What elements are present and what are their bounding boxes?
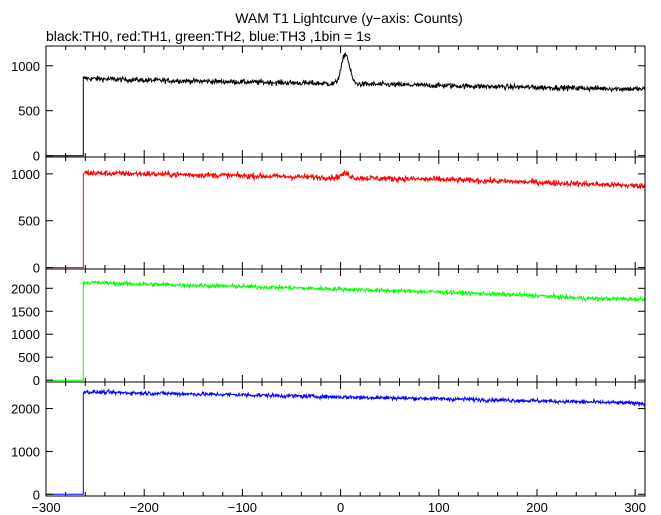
series-line-th3 [46,387,646,495]
y-tick-label: 500 [18,350,40,365]
y-tick-label: 0 [33,487,40,502]
chart-subtitle: black:TH0, red:TH1, green:TH2, blue:TH3 … [46,28,371,44]
y-tick-label: 2000 [11,281,40,296]
y-tick-label: 500 [18,214,40,229]
x-tick-label: −200 [130,500,159,515]
y-tick-label: 0 [33,149,40,164]
panel-frame [45,45,646,158]
x-tick-label: 0 [337,500,344,515]
panel-th2: 0 500 1000 1500 2000 [11,268,646,388]
series-line-th2 [46,280,646,381]
series-line-th0 [46,51,646,157]
x-tick-label: −300 [31,500,60,515]
x-tick-label: 100 [428,500,450,515]
x-axis-tick-labels: −300 −200 −100 0 100 200 300 [31,500,646,515]
y-tick-label: 1000 [11,327,40,342]
panel-th3: 0 1000 2000 [11,381,646,502]
y-tick-label: 500 [18,104,40,119]
panel-frame [45,268,646,383]
y-tick-label: 1000 [11,167,40,182]
panel-th1: 0 500 1000 [11,156,646,276]
x-tick-label: 300 [624,500,646,515]
x-tick-label: −100 [228,500,257,515]
y-tick-label: 1000 [11,444,40,459]
panel-th0: 0 500 1000 [11,45,646,164]
y-tick-label: 0 [33,373,40,388]
y-tick-label: 1500 [11,304,40,319]
chart-panels: 0 500 1000 0 500 1000 0 500 1000 1500 2000 0 1000 200… [11,45,646,502]
panel-frame [45,381,646,497]
y-tick-label: 1000 [11,59,40,74]
chart-title: WAM T1 Lightcurve (y−axis: Counts) [235,10,463,26]
series-line-th1 [46,168,646,269]
x-tick-label: 200 [526,500,548,515]
y-tick-label: 0 [33,261,40,276]
y-tick-label: 2000 [11,402,40,417]
